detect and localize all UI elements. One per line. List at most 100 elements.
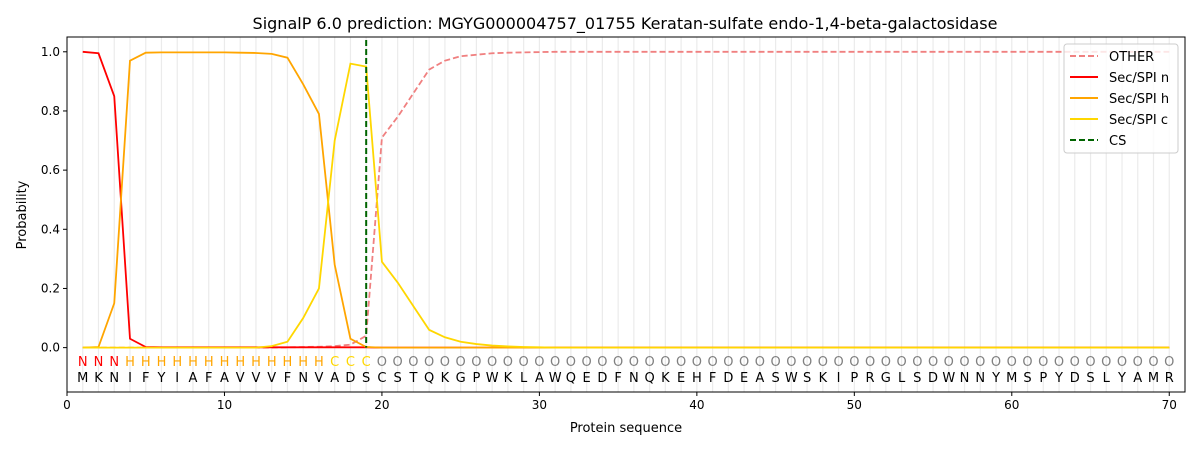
region-label: N <box>109 355 119 370</box>
legend-label: Sec/SPI h <box>1109 92 1169 107</box>
x-tick-label: 60 <box>1004 398 1019 412</box>
legend: OTHER Sec/SPI n Sec/SPI h Sec/SPI c CS <box>1063 43 1179 154</box>
region-label: O <box>959 355 969 370</box>
region-label: O <box>550 355 560 370</box>
region-label: O <box>582 355 592 370</box>
region-label: O <box>896 355 906 370</box>
legend-label: OTHER <box>1109 50 1154 65</box>
y-tick-label: 0.0 <box>41 341 60 355</box>
region-label: O <box>1148 355 1158 370</box>
x-axis-label: Protein sequence <box>570 421 682 436</box>
legend-label: Sec/SPI c <box>1109 113 1168 128</box>
region-label: H <box>298 355 308 370</box>
region-label: O <box>1070 355 1080 370</box>
region-label: H <box>235 355 245 370</box>
region-label: H <box>125 355 135 370</box>
series-line-sec-spi-h <box>82 51 1170 349</box>
y-tick-label: 0.2 <box>41 281 60 295</box>
region-label: O <box>519 355 529 370</box>
region-label: O <box>692 355 702 370</box>
x-tick-label: 10 <box>217 398 232 412</box>
y-tick-label: 0.8 <box>41 104 60 118</box>
region-label: H <box>141 355 151 370</box>
region-label: O <box>1007 355 1017 370</box>
region-label: O <box>975 355 985 370</box>
region-label: O <box>1133 355 1143 370</box>
region-label: O <box>944 355 954 370</box>
y-tick-label: 1.0 <box>41 45 60 59</box>
region-label: O <box>991 355 1001 370</box>
region-label: O <box>440 355 450 370</box>
region-label: H <box>220 355 230 370</box>
region-label: O <box>739 355 749 370</box>
region-label: O <box>660 355 670 370</box>
region-label: O <box>833 355 843 370</box>
y-tick-label: 0.6 <box>41 163 60 177</box>
legend-label: CS <box>1109 134 1126 149</box>
residue-sequence: MKNIFYIAFAVVVFNVADSCSTQKGPWKLAWQEDFNQKEH… <box>77 371 1174 386</box>
region-label: O <box>613 355 623 370</box>
x-tick-label: 20 <box>374 398 389 412</box>
x-tick-label: 0 <box>63 398 71 412</box>
region-label: O <box>503 355 513 370</box>
region-label: O <box>487 355 497 370</box>
region-label: O <box>707 355 717 370</box>
region-label: O <box>534 355 544 370</box>
region-label: O <box>928 355 938 370</box>
region-label: O <box>408 355 418 370</box>
region-label: O <box>755 355 765 370</box>
legend-box <box>1063 43 1179 154</box>
region-label: H <box>157 355 167 370</box>
region-label: C <box>330 355 339 370</box>
region-label: O <box>377 355 387 370</box>
region-label: O <box>1038 355 1048 370</box>
region-label: O <box>770 355 780 370</box>
x-tick-label: 70 <box>1162 398 1177 412</box>
region-label: O <box>818 355 828 370</box>
region-label: H <box>314 355 324 370</box>
series-line-sec-spi-c <box>82 62 1170 349</box>
x-tick-label: 50 <box>847 398 862 412</box>
region-label: O <box>471 355 481 370</box>
region-label: N <box>94 355 104 370</box>
region-label: O <box>597 355 607 370</box>
region-label: O <box>424 355 434 370</box>
region-label: C <box>362 355 371 370</box>
plot-frame <box>66 36 1186 393</box>
region-label: O <box>393 355 403 370</box>
region-label: O <box>645 355 655 370</box>
region-label: O <box>723 355 733 370</box>
region-label: O <box>881 355 891 370</box>
series-line-other <box>82 50 1170 349</box>
x-tick-label: 30 <box>532 398 547 412</box>
region-label: O <box>786 355 796 370</box>
region-label: O <box>1054 355 1064 370</box>
region-label: O <box>456 355 466 370</box>
region-label: O <box>912 355 922 370</box>
region-label: H <box>283 355 293 370</box>
region-label: H <box>267 355 277 370</box>
y-tick-label: 0.4 <box>41 222 60 236</box>
region-label: O <box>1117 355 1127 370</box>
region-label: O <box>1085 355 1095 370</box>
region-label: H <box>172 355 182 370</box>
region-label: O <box>1164 355 1174 370</box>
region-label: O <box>849 355 859 370</box>
chart-title: SignalP 6.0 prediction: MGYG000004757_01… <box>253 14 998 34</box>
series-line-sec-spi-n <box>82 50 1170 349</box>
region-label: O <box>566 355 576 370</box>
region-label: H <box>251 355 261 370</box>
x-tick-label: 40 <box>689 398 704 412</box>
region-label: O <box>802 355 812 370</box>
region-label: O <box>629 355 639 370</box>
legend-label: Sec/SPI n <box>1109 71 1169 86</box>
region-label: O <box>676 355 686 370</box>
region-label: O <box>1101 355 1111 370</box>
region-label: O <box>1022 355 1032 370</box>
y-axis-label: Probability <box>15 180 30 249</box>
region-label: C <box>346 355 355 370</box>
region-label: N <box>78 355 88 370</box>
region-label: H <box>204 355 214 370</box>
region-label: O <box>865 355 875 370</box>
